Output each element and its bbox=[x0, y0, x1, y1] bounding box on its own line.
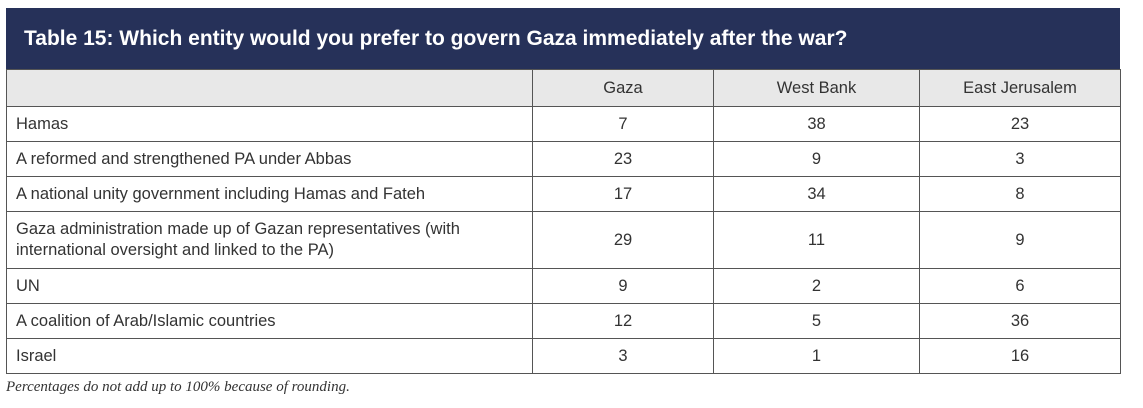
cell-west-bank: 9 bbox=[713, 141, 920, 177]
cell-east-jerusalem: 9 bbox=[919, 211, 1121, 269]
cell-gaza: 7 bbox=[532, 106, 714, 142]
column-header-east-jerusalem: East Jerusalem bbox=[919, 69, 1121, 107]
cell-east-jerusalem: 6 bbox=[919, 268, 1121, 304]
row-label: UN bbox=[6, 268, 533, 304]
cell-gaza: 9 bbox=[532, 268, 714, 304]
cell-gaza: 23 bbox=[532, 141, 714, 177]
row-label: Hamas bbox=[6, 106, 533, 142]
cell-east-jerusalem: 16 bbox=[919, 338, 1121, 374]
table-row: A coalition of Arab/Islamic countries 12… bbox=[6, 303, 1121, 339]
row-label: A national unity government including Ha… bbox=[6, 176, 533, 212]
table-title: Table 15: Which entity would you prefer … bbox=[6, 8, 1120, 69]
cell-gaza: 29 bbox=[532, 211, 714, 269]
row-label: A coalition of Arab/Islamic countries bbox=[6, 303, 533, 339]
results-table: Gaza West Bank East Jerusalem Hamas 7 38… bbox=[6, 69, 1121, 374]
cell-east-jerusalem: 23 bbox=[919, 106, 1121, 142]
cell-west-bank: 2 bbox=[713, 268, 920, 304]
row-label: A reformed and strengthened PA under Abb… bbox=[6, 141, 533, 177]
cell-east-jerusalem: 36 bbox=[919, 303, 1121, 339]
table-container: Table 15: Which entity would you prefer … bbox=[6, 8, 1121, 396]
cell-gaza: 17 bbox=[532, 176, 714, 212]
cell-west-bank: 5 bbox=[713, 303, 920, 339]
cell-west-bank: 38 bbox=[713, 106, 920, 142]
footnote: Percentages do not add up to 100% becaus… bbox=[6, 379, 350, 395]
cell-gaza: 3 bbox=[532, 338, 714, 374]
cell-west-bank: 34 bbox=[713, 176, 920, 212]
cell-east-jerusalem: 8 bbox=[919, 176, 1121, 212]
cell-east-jerusalem: 3 bbox=[919, 141, 1121, 177]
table-row: Gaza administration made up of Gazan rep… bbox=[6, 211, 1121, 269]
table-row: A reformed and strengthened PA under Abb… bbox=[6, 141, 1121, 177]
header-row: Gaza West Bank East Jerusalem bbox=[6, 69, 1121, 107]
column-header-gaza: Gaza bbox=[532, 69, 714, 107]
table-row: Israel 3 1 16 bbox=[6, 338, 1121, 374]
row-label: Gaza administration made up of Gazan rep… bbox=[6, 211, 533, 269]
column-header-blank bbox=[6, 69, 533, 107]
cell-gaza: 12 bbox=[532, 303, 714, 339]
table-row: UN 9 2 6 bbox=[6, 268, 1121, 304]
row-label: Israel bbox=[6, 338, 533, 374]
table-row: A national unity government including Ha… bbox=[6, 176, 1121, 212]
cell-west-bank: 11 bbox=[713, 211, 920, 269]
cell-west-bank: 1 bbox=[713, 338, 920, 374]
column-header-west-bank: West Bank bbox=[713, 69, 920, 107]
table-row: Hamas 7 38 23 bbox=[6, 106, 1121, 142]
